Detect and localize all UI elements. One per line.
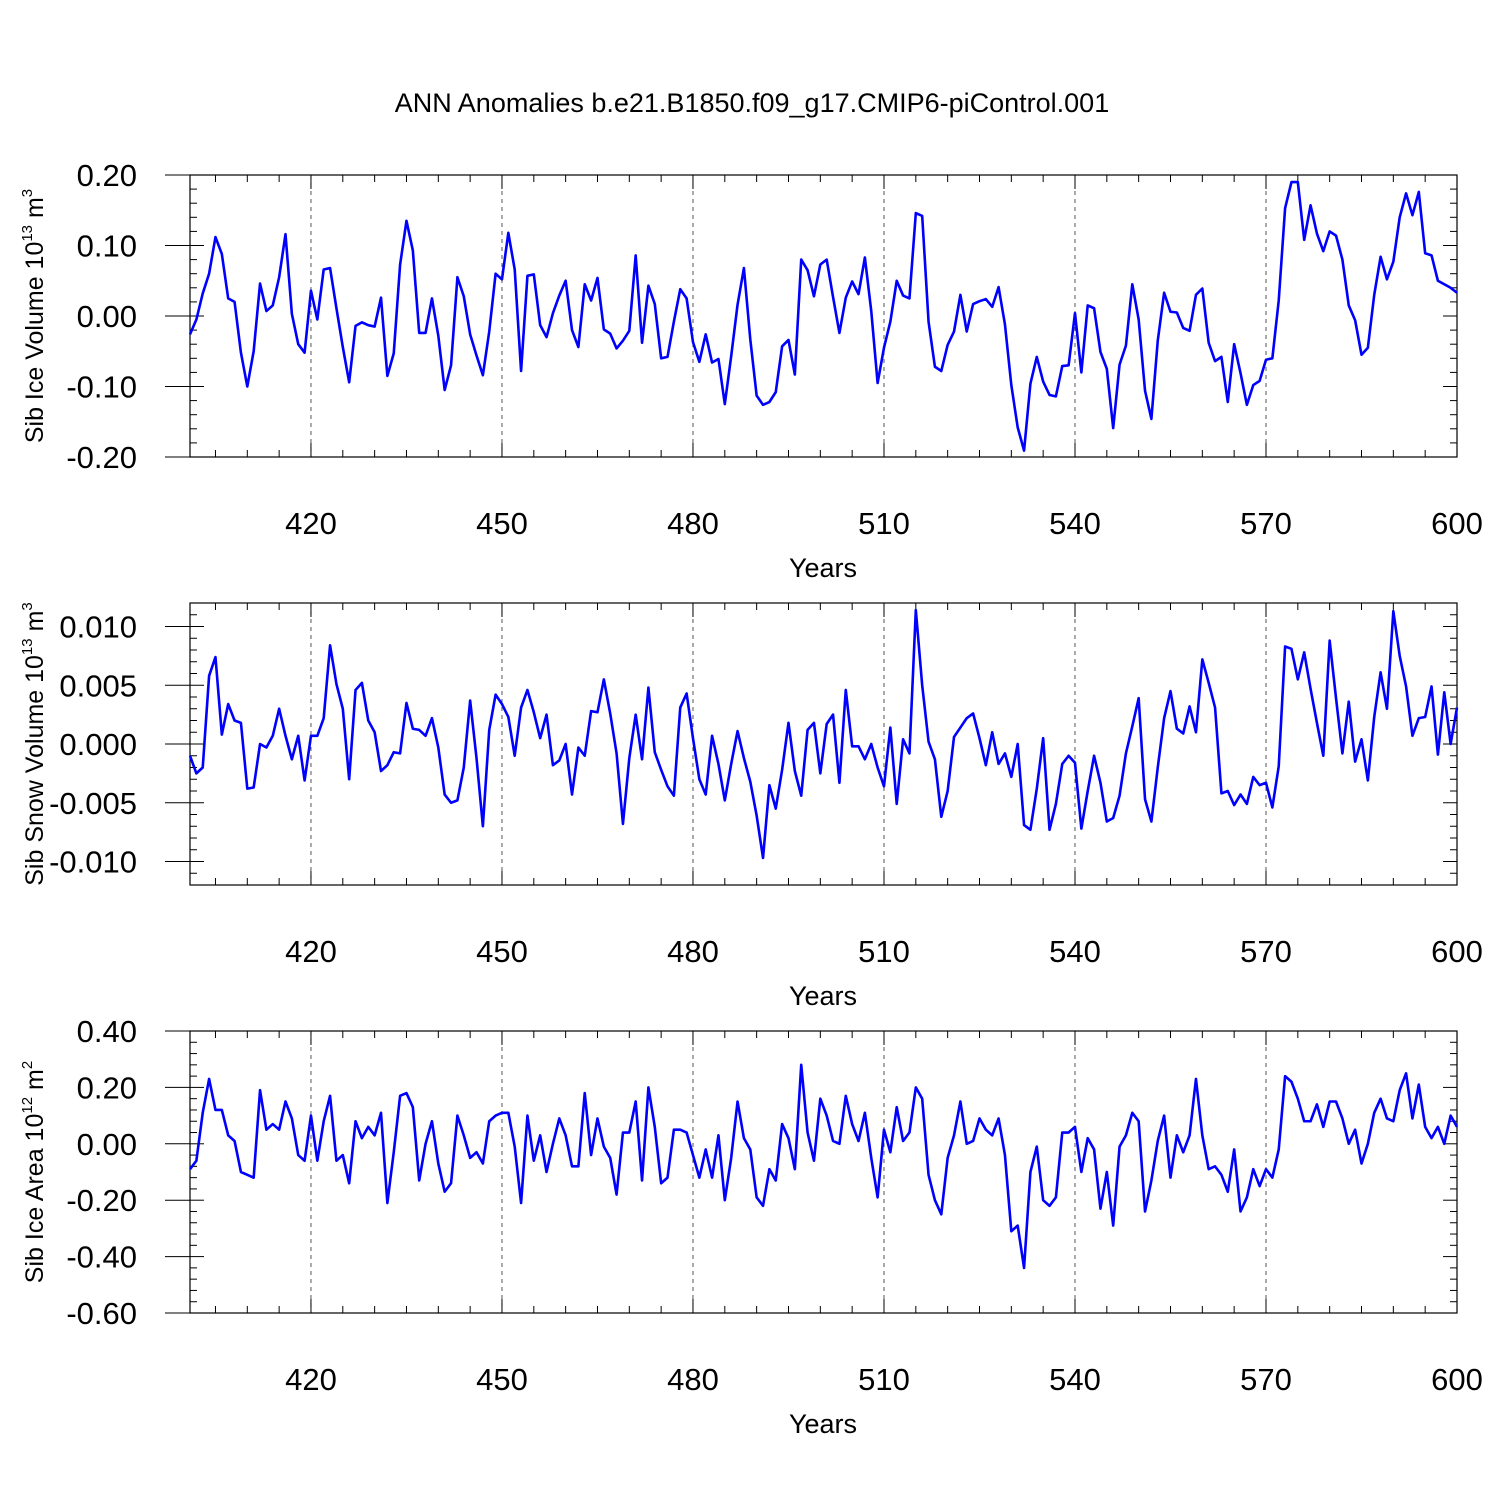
plot-frame bbox=[189, 1030, 1458, 1314]
y-tick-label: -0.40 bbox=[66, 1240, 137, 1275]
y-tick-label: -0.20 bbox=[66, 440, 137, 475]
x-tick-label: 540 bbox=[1049, 506, 1101, 541]
x-tick-label: 510 bbox=[858, 934, 910, 969]
y-axis-label: Sib Ice Area 1012 m2 bbox=[19, 1061, 49, 1283]
y-tick-label: -0.20 bbox=[66, 1183, 137, 1218]
x-tick-label: 540 bbox=[1049, 1362, 1101, 1397]
chart-title: ANN Anomalies b.e21.B1850.f09_g17.CMIP6-… bbox=[395, 88, 1109, 118]
x-tick-label: 540 bbox=[1049, 934, 1101, 969]
x-tick-label: 480 bbox=[667, 934, 719, 969]
x-tick-label: 450 bbox=[476, 1362, 528, 1397]
series-line bbox=[188, 1063, 1459, 1270]
y-axis-label: Sib Snow Volume 1013 m3 bbox=[19, 602, 49, 886]
y-tick-label: 0.010 bbox=[59, 610, 137, 645]
panel-sib-ice-volume: -0.20 -0.10 0.00 0.10 0.20 420 450 480 510 540 570… bbox=[19, 158, 1483, 583]
y-tick-label: 0.005 bbox=[59, 668, 137, 703]
x-tick-label: 420 bbox=[285, 934, 337, 969]
y-tick-label: -0.010 bbox=[49, 845, 137, 880]
x-tick-label: 570 bbox=[1240, 934, 1292, 969]
x-tick-label: 480 bbox=[667, 1362, 719, 1397]
x-tick-label: 420 bbox=[285, 506, 337, 541]
y-tick-label: -0.60 bbox=[66, 1296, 137, 1331]
y-tick-label: 0.10 bbox=[77, 229, 137, 264]
plot-frame bbox=[189, 602, 1458, 886]
x-tick-label: 600 bbox=[1431, 934, 1483, 969]
y-tick-label: -0.10 bbox=[66, 370, 137, 405]
x-axis-label: Years bbox=[789, 553, 857, 583]
y-tick-label: 0.00 bbox=[77, 1127, 137, 1162]
y-tick-label: 0.40 bbox=[77, 1014, 137, 1049]
x-tick-label: 570 bbox=[1240, 1362, 1292, 1397]
x-tick-label: 600 bbox=[1431, 506, 1483, 541]
plot-frame bbox=[189, 174, 1458, 458]
x-tick-label: 600 bbox=[1431, 1362, 1483, 1397]
y-tick-label: 0.20 bbox=[77, 1070, 137, 1105]
panel-sib-snow-volume: -0.010 -0.005 0.000 0.005 0.010 420 450 480 510 5… bbox=[19, 602, 1483, 1011]
x-axis-label: Years bbox=[789, 1409, 857, 1439]
series-line bbox=[188, 608, 1459, 860]
y-axis-label: Sib Ice Volume 1013 m3 bbox=[19, 189, 49, 443]
x-tick-label: 510 bbox=[858, 506, 910, 541]
y-tick-label: 0.00 bbox=[77, 299, 137, 334]
x-tick-label: 420 bbox=[285, 1362, 337, 1397]
panel-sib-ice-area: -0.60 -0.40 -0.20 0.00 0.20 0.40 420 450 480 510 5… bbox=[19, 1014, 1483, 1439]
x-tick-label: 450 bbox=[476, 934, 528, 969]
y-tick-label: 0.000 bbox=[59, 727, 137, 762]
x-tick-label: 480 bbox=[667, 506, 719, 541]
y-tick-label: 0.20 bbox=[77, 158, 137, 193]
y-tick-label: -0.005 bbox=[49, 786, 137, 821]
x-tick-label: 510 bbox=[858, 1362, 910, 1397]
x-tick-label: 450 bbox=[476, 506, 528, 541]
x-tick-label: 570 bbox=[1240, 506, 1292, 541]
x-axis-label: Years bbox=[789, 981, 857, 1011]
series-line bbox=[188, 180, 1458, 452]
